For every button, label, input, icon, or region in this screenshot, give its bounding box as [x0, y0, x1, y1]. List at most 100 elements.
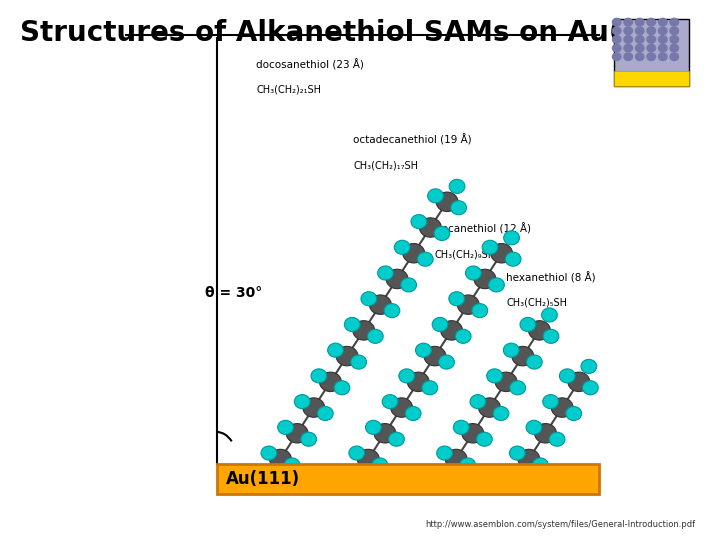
Circle shape — [510, 381, 526, 395]
Circle shape — [428, 189, 444, 203]
Circle shape — [470, 395, 486, 409]
Circle shape — [437, 446, 452, 460]
Circle shape — [443, 469, 469, 492]
Circle shape — [372, 458, 387, 472]
Circle shape — [355, 469, 382, 492]
Circle shape — [482, 240, 498, 254]
Circle shape — [659, 36, 667, 43]
Circle shape — [613, 44, 621, 52]
Circle shape — [303, 398, 325, 417]
Circle shape — [361, 292, 377, 306]
Circle shape — [301, 432, 317, 446]
Circle shape — [286, 423, 308, 443]
Circle shape — [438, 355, 454, 369]
Circle shape — [636, 53, 644, 60]
Circle shape — [391, 398, 413, 417]
Circle shape — [659, 18, 667, 26]
Circle shape — [344, 318, 360, 332]
Circle shape — [401, 278, 416, 292]
Circle shape — [457, 295, 480, 314]
Circle shape — [267, 469, 294, 492]
Circle shape — [636, 18, 644, 26]
Circle shape — [367, 329, 383, 343]
Circle shape — [533, 458, 548, 472]
Circle shape — [670, 18, 678, 26]
Circle shape — [487, 369, 503, 383]
Circle shape — [670, 53, 678, 60]
Circle shape — [311, 369, 327, 383]
Circle shape — [357, 449, 379, 469]
Circle shape — [528, 321, 550, 340]
Text: http://www.asemblon.com/system/files/General-Introduction.pdf: http://www.asemblon.com/system/files/Gen… — [426, 520, 696, 529]
Circle shape — [582, 381, 598, 395]
Circle shape — [402, 244, 425, 263]
Circle shape — [647, 53, 655, 60]
Circle shape — [374, 423, 396, 443]
Circle shape — [613, 27, 621, 35]
Circle shape — [549, 432, 565, 446]
Circle shape — [474, 269, 496, 289]
Circle shape — [395, 240, 410, 254]
Circle shape — [454, 420, 469, 434]
Circle shape — [462, 423, 484, 443]
Circle shape — [647, 44, 655, 52]
Circle shape — [294, 395, 310, 409]
Circle shape — [535, 423, 557, 443]
Text: Au(111): Au(111) — [226, 470, 300, 488]
Circle shape — [378, 266, 393, 280]
Circle shape — [518, 449, 540, 469]
Circle shape — [479, 398, 500, 417]
Circle shape — [318, 407, 333, 421]
Circle shape — [466, 266, 481, 280]
Circle shape — [261, 446, 276, 460]
Circle shape — [520, 318, 536, 332]
Circle shape — [541, 308, 557, 322]
Circle shape — [411, 214, 427, 228]
Circle shape — [366, 420, 382, 434]
Circle shape — [659, 53, 667, 60]
Circle shape — [334, 381, 350, 395]
Circle shape — [353, 321, 374, 340]
Circle shape — [382, 395, 398, 409]
Circle shape — [512, 346, 534, 366]
Circle shape — [455, 329, 471, 343]
Circle shape — [269, 449, 292, 469]
Circle shape — [320, 372, 341, 391]
Circle shape — [477, 432, 492, 446]
Circle shape — [624, 36, 632, 43]
Circle shape — [670, 44, 678, 52]
Circle shape — [624, 53, 632, 60]
Circle shape — [408, 372, 429, 391]
Circle shape — [420, 218, 441, 237]
FancyBboxPatch shape — [613, 19, 690, 86]
Circle shape — [399, 369, 415, 383]
Circle shape — [490, 244, 513, 263]
Circle shape — [670, 27, 678, 35]
Circle shape — [349, 446, 364, 460]
Circle shape — [449, 179, 465, 193]
Circle shape — [613, 53, 621, 60]
Text: CH₃(CH₂)₉SH: CH₃(CH₂)₉SH — [435, 249, 496, 259]
Circle shape — [526, 420, 542, 434]
Circle shape — [336, 346, 358, 366]
Text: CH₃(CH₂)₅SH: CH₃(CH₂)₅SH — [506, 298, 567, 308]
Text: CH₃(CH₂)₁₇SH: CH₃(CH₂)₁₇SH — [353, 160, 418, 170]
Circle shape — [566, 407, 582, 421]
Circle shape — [659, 44, 667, 52]
Circle shape — [449, 292, 464, 306]
Circle shape — [636, 44, 644, 52]
Circle shape — [526, 355, 542, 369]
Circle shape — [384, 303, 400, 318]
Circle shape — [636, 36, 644, 43]
Circle shape — [543, 329, 559, 343]
Circle shape — [460, 458, 475, 472]
Circle shape — [568, 372, 590, 391]
Circle shape — [451, 201, 467, 215]
Circle shape — [559, 369, 575, 383]
Circle shape — [670, 36, 678, 43]
Circle shape — [624, 27, 632, 35]
Circle shape — [418, 252, 433, 266]
Text: docosanethiol (23 Å): docosanethiol (23 Å) — [256, 59, 364, 70]
Circle shape — [328, 343, 343, 357]
Circle shape — [424, 346, 446, 366]
